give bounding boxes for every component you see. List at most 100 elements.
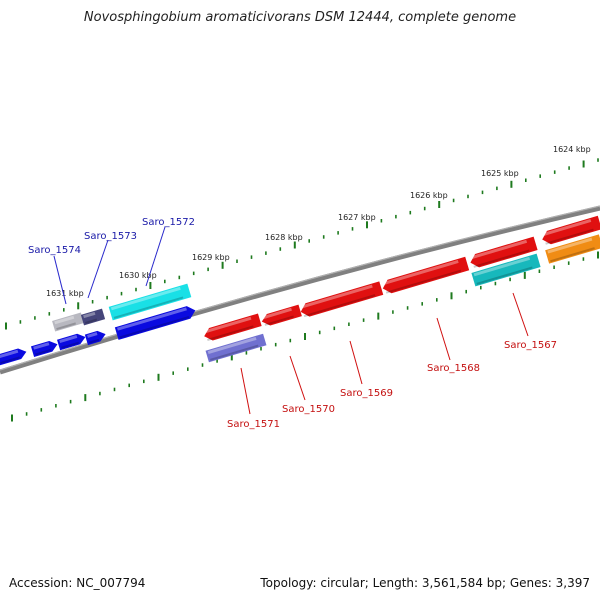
gene-saro-1567-b bbox=[542, 215, 600, 245]
gene-teal-shade bbox=[476, 266, 533, 285]
gene-orange-shine bbox=[547, 237, 593, 254]
kbp-label-1628: 1628 kbp bbox=[265, 233, 303, 242]
gene-saro-1568-shine bbox=[383, 260, 459, 286]
gene-blue-4-shine bbox=[87, 332, 98, 338]
gene-saro-1572-shine bbox=[110, 286, 181, 311]
gene-label-saro-1574[interactable]: Saro_1574 bbox=[28, 245, 81, 256]
gene-features bbox=[0, 215, 600, 366]
gene-saro-1572-body bbox=[108, 283, 192, 321]
gene-blue-2-shine bbox=[33, 342, 50, 350]
leader-saro-1567 bbox=[512, 292, 529, 337]
gene-blue-2-body bbox=[30, 341, 58, 357]
gene-label-saro-1569[interactable]: Saro_1569 bbox=[340, 388, 393, 399]
kbp-label-1630: 1630 kbp bbox=[119, 271, 157, 280]
gene-saro-1567-b-shade bbox=[545, 228, 594, 245]
gene-orange bbox=[545, 234, 600, 264]
gene-saro-1569-body bbox=[300, 281, 384, 317]
gene-blue-3-shine bbox=[59, 334, 78, 343]
gene-blue-3-body bbox=[57, 333, 86, 351]
gene-blue-4 bbox=[84, 330, 106, 346]
gene-blue-4-body bbox=[84, 330, 106, 346]
gene-saro-1570-shade bbox=[264, 315, 294, 326]
gene-label-saro-1567[interactable]: Saro_1567 bbox=[504, 340, 557, 351]
gene-teal-body bbox=[471, 253, 541, 287]
gene-saro-1571-top-shine bbox=[117, 307, 187, 331]
gene-orange-shade bbox=[550, 247, 595, 263]
gene-saro-1567-a-shine bbox=[470, 239, 528, 260]
summary-text: Topology: circular; Length: 3,561,584 bp… bbox=[260, 576, 590, 590]
kbp-label-1625: 1625 kbp bbox=[481, 169, 519, 178]
gene-lavender-shine bbox=[207, 336, 257, 355]
gene-saro-1570-body bbox=[261, 304, 302, 326]
map-title: Novosphingobium aromaticivorans DSM 1244… bbox=[83, 10, 517, 25]
gene-blue-4-shade bbox=[89, 338, 100, 344]
genome-backbone bbox=[0, 205, 600, 375]
gene-lavender bbox=[205, 333, 267, 363]
leader-saro-1573 bbox=[87, 239, 109, 299]
genome-backbone-highlight bbox=[0, 205, 600, 371]
gene-blue-1-shade bbox=[0, 356, 20, 365]
gene-saro-1572-shade bbox=[113, 296, 184, 319]
gene-saro-1571 bbox=[204, 313, 262, 341]
leader-saro-1570 bbox=[289, 355, 306, 401]
gene-saro-1573-body bbox=[80, 308, 106, 326]
gene-saro-1573-shine bbox=[83, 311, 96, 319]
gene-saro-1571-body bbox=[204, 313, 262, 341]
leader-saro-1568 bbox=[436, 317, 451, 361]
gene-grey-shine bbox=[54, 315, 75, 325]
gene-saro-1570 bbox=[261, 304, 302, 326]
gene-saro-1568-body bbox=[382, 256, 470, 294]
leader-saro-1572 bbox=[145, 226, 166, 287]
gene-saro-1571-shine bbox=[204, 316, 252, 334]
kbp-label-1624: 1624 kbp bbox=[553, 145, 591, 154]
gene-blue-1-shine bbox=[0, 349, 19, 359]
gene-saro-1571-top-body bbox=[114, 306, 196, 340]
gene-label-saro-1571[interactable]: Saro_1571 bbox=[227, 419, 280, 430]
gene-blue-2 bbox=[30, 341, 58, 357]
gene-teal bbox=[471, 253, 541, 287]
gene-grey-shade bbox=[56, 322, 76, 331]
gene-label-saro-1573[interactable]: Saro_1573 bbox=[84, 231, 137, 242]
tick-track-top bbox=[5, 158, 599, 330]
gene-saro-1569-shade bbox=[303, 294, 376, 318]
kbp-label-1631: 1631 kbp bbox=[46, 289, 84, 298]
gene-saro-1567-a-body bbox=[470, 236, 538, 268]
gene-saro-1570-shine bbox=[262, 307, 292, 320]
leader-saro-1569 bbox=[349, 340, 363, 385]
gene-saro-1571-top bbox=[114, 306, 196, 340]
gene-lavender-shade bbox=[210, 344, 259, 361]
kbp-label-1629: 1629 kbp bbox=[192, 253, 230, 262]
gene-saro-1573-shade bbox=[85, 318, 98, 324]
gene-saro-1567-b-body bbox=[542, 215, 600, 245]
gene-teal-shine bbox=[473, 256, 531, 277]
gene-saro-1568-shade bbox=[385, 269, 462, 294]
gene-saro-1567-a-shade bbox=[473, 249, 530, 268]
gene-orange-body bbox=[545, 234, 600, 264]
gene-saro-1571-top-shade bbox=[119, 315, 190, 339]
gene-blue-1 bbox=[0, 348, 27, 366]
kbp-label-1627: 1627 kbp bbox=[338, 213, 376, 222]
gene-saro-1569 bbox=[300, 281, 384, 318]
leader-saro-1571 bbox=[240, 367, 251, 415]
gene-saro-1567-b-shine bbox=[542, 218, 592, 237]
gene-label-saro-1568[interactable]: Saro_1568 bbox=[427, 363, 480, 374]
gene-grey bbox=[52, 312, 84, 332]
gene-saro-1571-shade bbox=[207, 325, 254, 341]
gene-blue-1-body bbox=[0, 348, 27, 366]
leader-saro-1574 bbox=[53, 255, 67, 305]
gene-blue-3 bbox=[57, 333, 86, 351]
gene-saro-1568 bbox=[382, 256, 470, 294]
accession-text: Accession: NC_007794 bbox=[9, 576, 146, 590]
gene-saro-1569-shine bbox=[300, 284, 373, 309]
gene-saro-1573 bbox=[80, 308, 106, 326]
gene-lavender-body bbox=[205, 333, 267, 363]
gene-blue-2-shade bbox=[35, 348, 52, 356]
gene-label-saro-1570[interactable]: Saro_1570 bbox=[282, 404, 335, 415]
kbp-label-1626: 1626 kbp bbox=[410, 191, 448, 200]
gene-saro-1567-a bbox=[470, 236, 538, 268]
gene-label-saro-1572[interactable]: Saro_1572 bbox=[142, 217, 195, 228]
gene-saro-1572 bbox=[108, 283, 192, 321]
gene-grey-body bbox=[52, 312, 84, 332]
gene-blue-3-shade bbox=[61, 341, 80, 349]
